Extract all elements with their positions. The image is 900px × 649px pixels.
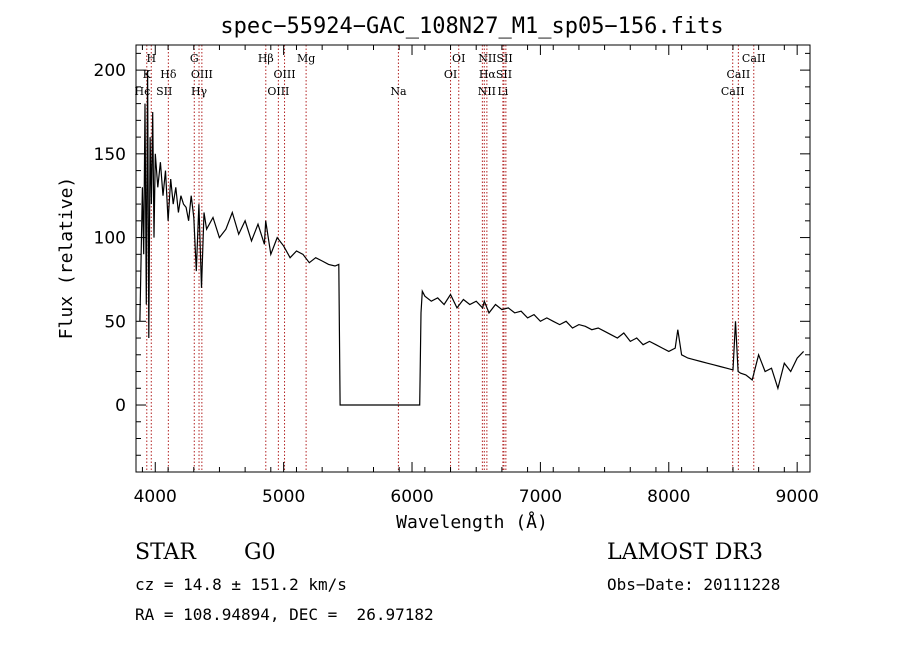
line-label-7: Hγ [191, 85, 208, 98]
object-subclass: G0 [244, 540, 276, 565]
survey-name: LAMOST DR3 [607, 540, 763, 565]
plot-frame [135, 44, 811, 473]
x-tick-label-3: 7000 [519, 487, 562, 507]
y-tick-label-2: 100 [94, 229, 126, 249]
line-label-2: Hϵ [135, 85, 151, 98]
x-axis-ticks: 4000 5000 6000 7000 8000 9000 [134, 45, 819, 507]
line-label-4: SII [156, 85, 172, 98]
line-label-13: OI [452, 52, 465, 65]
x-tick-label-0: 4000 [134, 487, 177, 507]
spectrum-series-line [139, 70, 805, 406]
line-label-0: H [146, 52, 156, 65]
y-tick-label-0: 0 [115, 396, 126, 416]
x-tick-label-2: 6000 [390, 487, 433, 507]
line-label-3: Hδ [160, 68, 177, 81]
line-label-21: CaII [721, 85, 745, 98]
line-label-20: CaII [727, 68, 751, 81]
line-label-12: Na [390, 85, 407, 98]
spectral-line-markers [146, 45, 755, 472]
y-tick-label-3: 150 [94, 145, 126, 165]
line-label-11: Mg [297, 52, 315, 65]
line-label-10: OIII [267, 85, 289, 98]
line-label-17: NII [478, 85, 496, 98]
line-label-5: G [190, 52, 199, 65]
line-label-18: Li [497, 85, 508, 98]
coordinates: RA = 108.94894, DEC = 26.97182 [135, 605, 434, 624]
spectral-line-labels: HKHϵHδSIIGOIIIHγHβOIIIOIIIMgNaOIOINIISII… [135, 52, 766, 98]
line-label-6: OIII [191, 68, 213, 81]
line-label-16: HαSII [479, 68, 512, 81]
line-label-15: NIISII [478, 52, 513, 65]
y-axis-ticks: 0 50 100 150 200 [94, 52, 810, 456]
x-tick-label-5: 9000 [776, 487, 819, 507]
x-axis-label: Wavelength (Å) [396, 511, 548, 533]
line-label-19: CaII [742, 52, 766, 65]
y-tick-label-4: 200 [94, 61, 126, 81]
x-tick-label-1: 5000 [262, 487, 305, 507]
y-tick-label-1: 50 [104, 312, 126, 332]
line-label-8: Hβ [258, 52, 274, 65]
line-label-14: OI [444, 68, 457, 81]
object-class: STAR [135, 540, 196, 565]
redshift-cz: cz = 14.8 ± 151.2 km/s [135, 575, 347, 594]
x-tick-label-4: 8000 [647, 487, 690, 507]
line-label-9: OIII [274, 68, 296, 81]
observation-date: Obs−Date: 20111228 [607, 575, 781, 594]
y-axis-label: Flux (relative) [56, 177, 77, 340]
chart-title: spec−55924−GAC_108N27_M1_sp05−156.fits [220, 14, 723, 39]
